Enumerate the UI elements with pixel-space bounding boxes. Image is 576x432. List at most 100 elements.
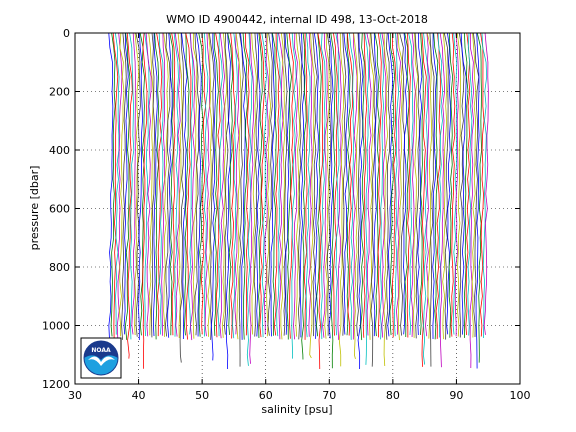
profile-line <box>131 32 136 335</box>
profile-line <box>360 32 365 341</box>
profile-line <box>135 32 141 337</box>
profile-line <box>421 32 427 367</box>
profile-line <box>330 32 336 369</box>
profile-line <box>114 32 120 335</box>
profile-line <box>410 32 416 338</box>
profile-line <box>177 32 183 338</box>
profile-line <box>483 32 489 335</box>
profile-line <box>283 32 288 336</box>
profile-line <box>213 32 219 336</box>
profile-line <box>134 32 139 335</box>
profile-line <box>413 32 419 338</box>
profile-line <box>249 32 255 364</box>
profile-line <box>458 32 465 338</box>
profile-line <box>456 32 461 337</box>
profile-line <box>379 32 384 340</box>
profile-line <box>396 32 402 335</box>
profile-line <box>219 32 225 339</box>
profile-line <box>288 32 294 339</box>
profile-line <box>326 32 332 336</box>
profile-line <box>472 32 480 337</box>
profile-line <box>112 32 119 340</box>
profile-line <box>116 32 123 369</box>
y-tick-label: 1200 <box>42 378 70 391</box>
profile-line <box>256 32 261 337</box>
profile-line <box>353 32 360 360</box>
profile-line <box>480 32 485 337</box>
profile-line <box>245 32 250 336</box>
profile-line <box>235 32 242 340</box>
x-tick-label: 100 <box>510 389 531 402</box>
profile-line <box>454 32 460 337</box>
profile-line <box>181 32 188 339</box>
profile-line <box>389 32 396 336</box>
profile-line <box>108 32 114 369</box>
profile-line <box>169 32 174 336</box>
y-tick-label: 600 <box>49 203 70 216</box>
profile-line <box>190 32 196 341</box>
profile-line <box>234 32 240 335</box>
profile-line <box>201 32 207 335</box>
profile-line <box>357 32 364 369</box>
profile-line <box>144 32 150 337</box>
profile-line <box>366 32 372 336</box>
profile-line <box>185 32 192 340</box>
profile-line <box>446 32 451 335</box>
profile-line <box>408 32 414 335</box>
profile-line <box>364 32 370 365</box>
profile-line <box>171 32 176 336</box>
profile-line <box>253 32 259 337</box>
profile-line <box>432 32 438 340</box>
profile-line <box>280 32 286 340</box>
profile-line <box>356 32 362 337</box>
profile-line <box>184 32 190 336</box>
profile-line <box>221 32 227 338</box>
profile-line <box>404 32 410 338</box>
y-tick-label: 0 <box>63 27 70 40</box>
x-axis-label: salinity [psu] <box>261 403 332 416</box>
profile-line <box>414 32 420 339</box>
profile-line <box>383 32 389 367</box>
profile-line <box>121 32 127 340</box>
profile-line <box>448 32 454 338</box>
logo-text: NOAA <box>91 347 111 354</box>
profile-line <box>210 32 217 361</box>
profile-line <box>465 32 471 336</box>
profile-line <box>352 32 358 340</box>
profile-line <box>463 32 469 338</box>
profile-line <box>138 32 143 341</box>
profile-line <box>286 32 292 340</box>
profile-line <box>230 32 236 339</box>
profile-line <box>145 32 152 337</box>
profile-line <box>188 32 194 335</box>
profile-line <box>419 32 424 335</box>
profile-line <box>161 32 166 336</box>
profile-line <box>377 32 382 338</box>
profile-line <box>362 32 368 338</box>
profile-line <box>246 32 253 366</box>
x-tick-label: 80 <box>386 389 400 402</box>
profile-line <box>240 32 247 340</box>
profile-line <box>369 32 374 340</box>
noaa-logo: NOAA <box>80 337 122 379</box>
profile-line <box>422 32 429 365</box>
profile-line <box>475 32 480 369</box>
profile-line <box>392 32 397 338</box>
profile-line <box>399 32 405 336</box>
profile-line <box>242 32 248 340</box>
profile-line <box>397 32 403 341</box>
profile-line <box>450 32 456 337</box>
logo-bird <box>88 356 115 366</box>
profile-line <box>152 32 158 337</box>
profile-line <box>207 32 212 337</box>
profile-line <box>278 32 284 340</box>
profile-line <box>346 32 353 336</box>
y-tick-label: 1000 <box>42 320 70 333</box>
profile-line <box>433 32 439 340</box>
profile-line <box>373 32 378 337</box>
profile-line <box>173 32 179 337</box>
profile-line <box>335 32 340 336</box>
profile-line <box>417 32 423 336</box>
profile-line <box>259 32 265 338</box>
